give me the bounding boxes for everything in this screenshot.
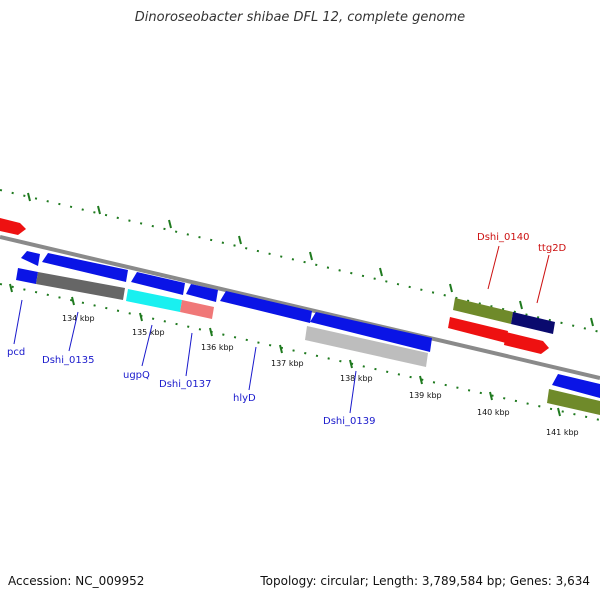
gene-feature-olive-right[interactable] [547,389,600,415]
kbp-label: 138 kbp [340,374,373,383]
kbp-label: 136 kbp [201,343,234,352]
gene-leader-line [536,254,550,304]
gene-leader-line [68,311,79,352]
gene-feature-blue[interactable] [131,272,185,295]
gene-leader-line [13,299,23,345]
kbp-label: 141 kbp [546,428,579,437]
gene-leader-line [248,346,257,391]
genome-stats-text: Topology: circular; Length: 3,789,584 bp… [260,574,590,588]
gene-label[interactable]: Dshi_0135 [42,355,94,366]
lower-tick-track [0,283,600,421]
gene-feature-red-reverse[interactable] [504,332,549,354]
gene-label[interactable]: ugpQ [123,370,150,381]
kbp-label: 140 kbp [477,408,510,417]
kbp-label: 134 kbp [62,314,95,323]
gene-feature-small-blue[interactable] [16,268,38,284]
gene-feature-blue[interactable] [186,284,218,302]
gene-feature-forward-red[interactable] [0,218,26,235]
genome-backbone [0,235,600,380]
gene-feature-red-reverse[interactable] [448,317,508,343]
kbp-label: 137 kbp [271,359,304,368]
gene-label[interactable]: Dshi_0140 [477,232,529,243]
gene-feature-hlyD[interactable] [220,291,312,323]
gene-feature-navy[interactable] [511,312,555,334]
gene-leader-line [141,324,153,367]
gene-feature-pcd[interactable] [21,251,40,266]
gene-label[interactable]: ttg2D [538,243,567,254]
gene-feature-dshi-0135[interactable] [36,272,125,300]
gene-label[interactable]: Dshi_0137 [159,379,211,390]
kbp-label: 135 kbp [132,328,165,337]
gene-feature-blue[interactable] [310,312,432,352]
gene-feature-olive[interactable] [453,298,513,324]
gene-feature-dshi-0139[interactable] [305,326,428,367]
gene-label[interactable]: hlyD [233,393,256,404]
map-title: Dinoroseobacter shibae DFL 12, complete … [134,10,466,25]
gene-feature-ugpQ[interactable] [126,289,182,312]
gene-feature-blue[interactable] [42,253,128,282]
gene-leader-line [349,370,357,414]
kbp-label: 139 kbp [409,391,442,400]
gene-label[interactable]: Dshi_0139 [323,416,375,427]
gene-label[interactable]: pcd [7,347,25,358]
gene-leader-line [487,245,500,290]
upper-tick-track [0,189,600,333]
gene-leader-line [185,332,193,377]
gene-feature-blue-right[interactable] [552,374,600,398]
accession-text: Accession: NC_009952 [8,574,145,588]
gene-feature-dshi-0137[interactable] [180,300,214,319]
